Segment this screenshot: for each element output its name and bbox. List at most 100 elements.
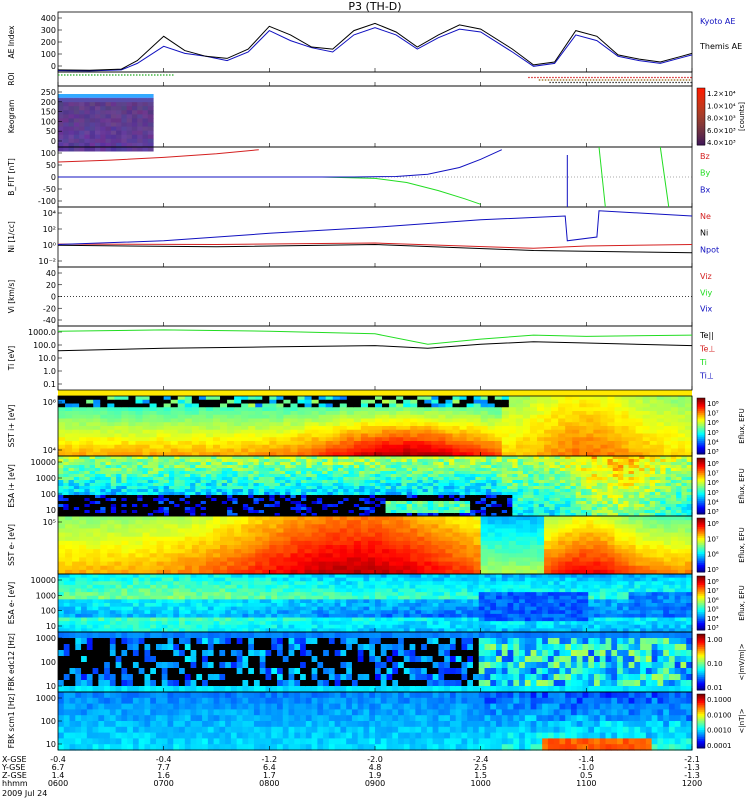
esa_i-cell [274, 504, 281, 508]
esa_i-cell [575, 456, 582, 460]
esa_i-cell [364, 486, 371, 490]
sst_e-cell [283, 524, 292, 530]
esa_i-cell [406, 456, 413, 460]
esa_i-cell [538, 510, 545, 514]
esa_i-cell [73, 480, 80, 484]
sst_i-cell [670, 399, 679, 405]
esa_i-cell [63, 471, 70, 475]
keogram-cell [84, 146, 91, 152]
esa_i-cell [137, 465, 144, 469]
esa_i-cell [131, 471, 138, 475]
esa_i-cell [565, 486, 572, 490]
sst_i-cell [205, 426, 214, 431]
esa_i-cell [507, 510, 513, 514]
sst_e-cell [191, 545, 200, 550]
sst_e-cell [79, 553, 87, 559]
sst_i-cell [100, 396, 108, 401]
esa_i-cell [205, 456, 212, 460]
esa_i-cell [211, 465, 218, 469]
esa_i-cell [227, 486, 233, 490]
esa_i-cell [496, 510, 503, 514]
esa_i-cell [607, 468, 614, 472]
sst_e-cell [79, 532, 87, 538]
sst_i-cell [72, 396, 80, 401]
esa_i-cell [507, 498, 513, 502]
esa_i-cell [295, 474, 302, 478]
esa_i-cell [274, 501, 281, 505]
sst_i-cell [628, 437, 637, 442]
sst_e-cell [325, 561, 334, 567]
esa_i-cell [454, 498, 461, 502]
sst_i-cell [269, 414, 277, 420]
esa_i-cell [211, 456, 218, 460]
esa_i-cell [126, 462, 133, 466]
esa_i-cell [269, 480, 276, 484]
esa_i-cell [264, 510, 270, 514]
sst_e-cell [297, 545, 306, 550]
sst_i-cell [635, 414, 644, 420]
sst_e-cell [424, 540, 432, 546]
esa_i-cell [338, 510, 344, 514]
esa_i-cell [655, 462, 661, 466]
esa_i-cell [596, 477, 603, 481]
esa_i-cell [411, 501, 418, 505]
sst_e-cell [149, 536, 158, 542]
sst_i-cell [220, 411, 228, 416]
esa_i-cell [639, 462, 646, 466]
esa_i-cell [142, 465, 149, 469]
sst_i-cell [663, 411, 672, 416]
esa_i-cell [110, 465, 117, 469]
sst_i-cell [128, 437, 137, 442]
esa_i-cell [475, 513, 482, 517]
esa_i-cell [618, 510, 624, 514]
sst_i-cell [529, 441, 538, 446]
esa_i-cell [237, 456, 244, 460]
keogram-cell [63, 118, 70, 123]
sst_i-cell [72, 452, 80, 457]
esa_i-cell [142, 507, 149, 511]
esa_i-cell [269, 495, 276, 499]
sst_i-cell [410, 433, 418, 438]
esa_i-cell [528, 477, 535, 481]
sst_e-cell [163, 532, 172, 538]
esa_i-cell [660, 456, 667, 460]
esa_i-cell [100, 480, 107, 484]
esa_i-cell [285, 486, 292, 490]
esa_i-cell [153, 456, 159, 460]
esa_i-cell [190, 501, 196, 505]
esa_i-cell [538, 501, 545, 505]
esa_i-cell [602, 510, 609, 514]
keogram-cell [105, 118, 112, 123]
esa_i-cell [427, 468, 434, 472]
esa_i-cell [269, 492, 276, 496]
sst_i-cell [663, 422, 672, 427]
sst_i-cell [424, 448, 432, 453]
keogram-cell [142, 110, 149, 115]
esa_i-cell [480, 489, 487, 493]
sst_i-cell [375, 433, 383, 438]
sst_e-cell [262, 565, 270, 571]
esa_i-cell [110, 477, 117, 481]
sst_i-cell [332, 422, 341, 427]
sst_e-cell [269, 524, 277, 530]
sst_i-cell [480, 399, 489, 405]
sst_e-cell [241, 557, 249, 563]
esa_i-cell [94, 465, 101, 469]
sst_e-cell [487, 545, 496, 550]
esa_i-cell [147, 477, 154, 481]
esa_i-cell [618, 459, 624, 463]
sst_i-cell [375, 452, 383, 457]
esa_i-cell [190, 468, 196, 472]
esa_i-cell [485, 468, 492, 472]
sst_i-cell [628, 407, 637, 412]
esa_i-cell [68, 477, 75, 481]
esa_i-cell [327, 468, 334, 472]
esa_i-cell [264, 468, 270, 472]
sst_i-cell [346, 411, 355, 416]
sst_i-cell [572, 429, 580, 435]
keogram-cell [142, 106, 149, 111]
esa_i-cell [422, 510, 429, 514]
esa_i-cell [406, 513, 413, 517]
sst_e-cell [487, 516, 496, 521]
sst_e-cell [72, 528, 80, 534]
